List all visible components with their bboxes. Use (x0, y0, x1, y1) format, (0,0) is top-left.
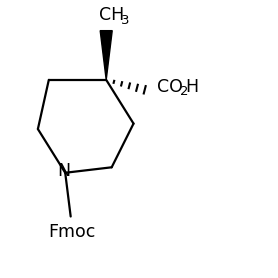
Text: CO: CO (157, 78, 183, 96)
Text: CH: CH (99, 6, 125, 24)
Text: 3: 3 (121, 14, 130, 27)
Text: Fmoc: Fmoc (48, 223, 96, 241)
Text: N: N (57, 162, 70, 180)
Text: 2: 2 (180, 85, 188, 98)
Polygon shape (100, 31, 112, 80)
Text: H: H (185, 78, 198, 96)
